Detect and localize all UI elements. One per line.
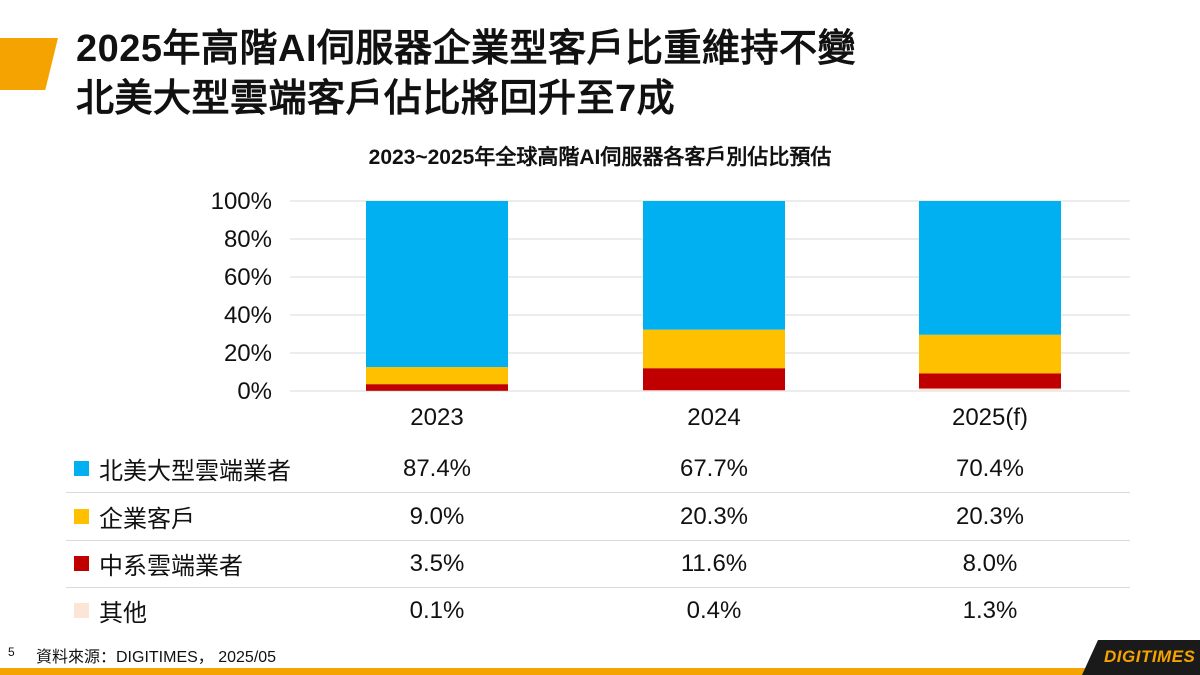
bar-segment [919,334,1061,374]
y-tick-label: 100% [211,188,272,215]
data-label: 87.4% [402,455,472,482]
bar-segment [643,329,785,369]
page-number: 5 [8,645,15,659]
y-tick-label: 60% [224,264,272,291]
y-tick-label: 0% [237,378,272,405]
page-title: 2025年高階AI伺服器企業型客戶比重維持不變 北美大型雲端客戶佔比將回升至7成 [76,24,856,124]
data-label: 11.6% [680,550,748,577]
logo-background [1082,640,1200,675]
chart-title: 2023~2025年全球高階AI伺服器各客戶別佔比預估 [368,146,832,169]
data-label: 0.4% [686,597,742,624]
legend-item: 中系雲端業者 [74,543,243,583]
y-tick-label: 80% [224,226,272,253]
x-tick-label: 2023 [410,404,463,431]
data-label: 1.3% [962,597,1018,624]
bar-segment [643,368,785,391]
legend-swatch [74,460,89,476]
legend-item: 其他 [74,590,147,630]
data-label: 0.1% [409,597,465,624]
legend-label: 其他 [99,599,147,627]
data-label: 70.4% [955,455,1025,482]
row-divider [66,492,1130,493]
x-tick-label: 2024 [687,404,740,431]
legend-swatch [74,555,89,571]
bar-segment [366,367,508,385]
bar-segment [366,384,508,391]
bar-segment [643,201,785,330]
row-divider [66,587,1130,588]
x-tick-label: 2025(f) [952,404,1028,431]
legend-swatch [74,508,89,524]
footer-bar [0,668,1090,675]
bar-segment [919,388,1061,391]
legend-label: 中系雲端業者 [99,552,243,580]
legend-item: 北美大型雲端業者 [74,448,291,488]
title-line-2: 北美大型雲端客戶佔比將回升至7成 [76,78,676,120]
y-tick-label: 20% [224,340,272,367]
bar-segment [366,201,508,368]
bar-segment [919,201,1061,335]
legend-label: 北美大型雲端業者 [99,457,291,485]
title-line-1: 2025年高階AI伺服器企業型客戶比重維持不變 [76,28,857,70]
row-divider [66,540,1130,541]
bar-segment [919,373,1061,389]
digitimes-logo: DIGITIMES [1104,647,1196,666]
legend-item: 企業客戶 [74,496,195,536]
legend-label: 企業客戶 [99,505,195,533]
data-label: 20.3% [955,503,1025,530]
source-note: 資料來源：DIGITIMES， 2025/05 [36,649,277,666]
y-tick-label: 40% [224,302,272,329]
data-label: 8.0% [962,550,1018,577]
data-label: 9.0% [409,503,465,530]
data-label: 3.5% [409,550,465,577]
data-label: 20.3% [679,503,749,530]
stacked-bar-chart: 100% 80% 60% 40% 20% 0% 2023 2024 2025(f) [211,188,1130,431]
legend-swatch [74,602,89,618]
data-label: 67.7% [679,455,749,482]
bar-segment [643,390,785,391]
